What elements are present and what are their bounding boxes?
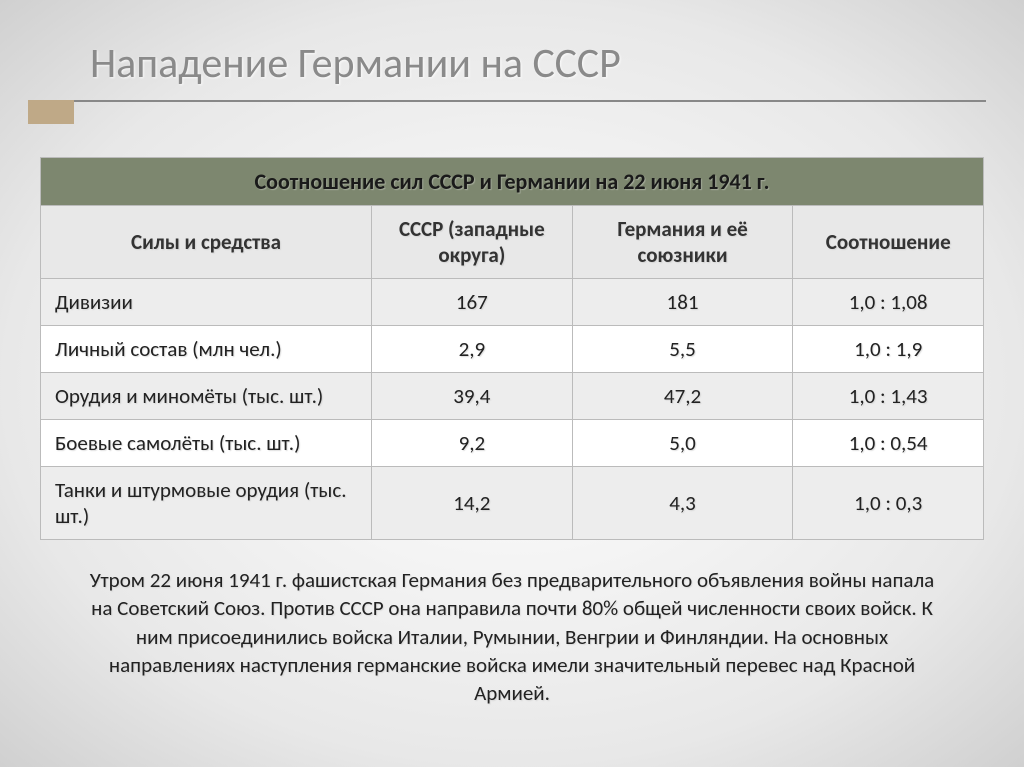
table-header-row: Силы и средства СССР (западные округа) Г… [41, 206, 984, 279]
table-cell-ussr: 167 [372, 279, 573, 326]
table-cell-forces: Орудия и миномёты (тыс. шт.) [41, 373, 372, 420]
table-cell-ratio: 1,0 : 1,43 [793, 373, 984, 420]
page-title: Нападение Германии на СССР [0, 38, 1024, 89]
table-cell-ratio: 1,0 : 1,08 [793, 279, 984, 326]
table-cell-forces: Танки и штурмовые орудия (тыс. шт.) [41, 467, 372, 540]
col-header-forces: Силы и средства [41, 206, 372, 279]
table-body: Дивизии1671811,0 : 1,08Личный состав (мл… [41, 279, 984, 540]
table-cell-ussr: 39,4 [372, 373, 573, 420]
table-row: Личный состав (млн чел.)2,95,51,0 : 1,9 [41, 326, 984, 373]
table-row: Орудия и миномёты (тыс. шт.)39,447,21,0 … [41, 373, 984, 420]
table-cell-forces: Личный состав (млн чел.) [41, 326, 372, 373]
table-cell-forces: Боевые самолёты (тыс. шт.) [41, 420, 372, 467]
table-row: Боевые самолёты (тыс. шт.)9,25,01,0 : 0,… [41, 420, 984, 467]
table-cell-germany: 5,0 [572, 420, 793, 467]
header-area: Нападение Германии на СССР [0, 0, 1024, 107]
table-cell-ussr: 9,2 [372, 420, 573, 467]
content-area: Соотношение сил СССР и Германии на 22 ию… [0, 107, 1024, 708]
table-caption-row: Соотношение сил СССР и Германии на 22 ию… [41, 158, 984, 206]
table-cell-forces: Дивизии [41, 279, 372, 326]
table-cell-ratio: 1,0 : 1,9 [793, 326, 984, 373]
footer-paragraph: Утром 22 июня 1941 г. фашистская Германи… [40, 540, 984, 708]
title-divider [74, 100, 986, 102]
col-header-germany: Германия и её союзники [572, 206, 793, 279]
table-cell-germany: 5,5 [572, 326, 793, 373]
table-cell-ratio: 1,0 : 0,54 [793, 420, 984, 467]
table-cell-ussr: 2,9 [372, 326, 573, 373]
table-cell-ussr: 14,2 [372, 467, 573, 540]
forces-comparison-table: Соотношение сил СССР и Германии на 22 ию… [40, 157, 984, 540]
col-header-ussr: СССР (западные округа) [372, 206, 573, 279]
col-header-ratio: Соотношение [793, 206, 984, 279]
table-caption: Соотношение сил СССР и Германии на 22 ию… [41, 158, 984, 206]
table-cell-germany: 47,2 [572, 373, 793, 420]
table-row: Танки и штурмовые орудия (тыс. шт.)14,24… [41, 467, 984, 540]
table-cell-germany: 4,3 [572, 467, 793, 540]
table-cell-ratio: 1,0 : 0,3 [793, 467, 984, 540]
table-row: Дивизии1671811,0 : 1,08 [41, 279, 984, 326]
table-cell-germany: 181 [572, 279, 793, 326]
